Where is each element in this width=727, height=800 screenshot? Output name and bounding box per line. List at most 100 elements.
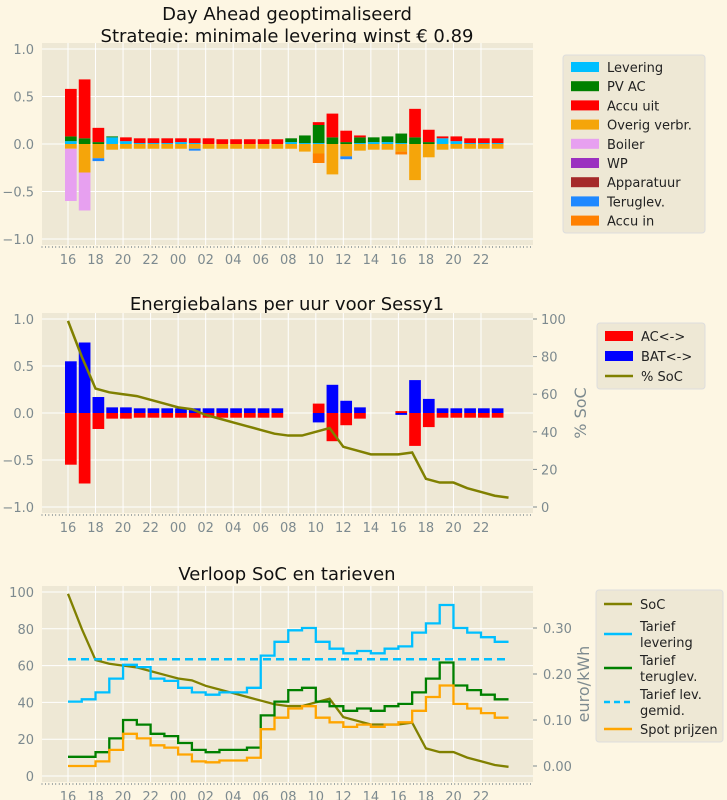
chart1-legend-swatch — [571, 215, 599, 226]
chart1-x-tick-label: 22 — [473, 253, 490, 268]
chart1-bar-overig-verbr- — [161, 144, 174, 149]
chart1-bar-levering — [354, 143, 366, 144]
chart3-x-tick-label: 16 — [390, 790, 407, 800]
chart3-x-tick-label: 04 — [225, 790, 242, 800]
chart1-legend-swatch — [571, 100, 599, 111]
chart1-legend-swatch — [571, 158, 599, 168]
chart3-legend-label: SoC — [640, 598, 665, 613]
chart1-bar-overig-verbr- — [92, 144, 105, 159]
chart1-bar-overig-verbr- — [299, 144, 311, 152]
chart2-y-tick-label: 0.0 — [13, 407, 34, 422]
chart2-x-tick-label: 16 — [60, 521, 77, 536]
chart1-bar-levering — [299, 143, 311, 144]
chart1-bar-pv-ac — [367, 137, 380, 143]
chart1-bar-overig-verbr- — [230, 144, 242, 149]
chart3-y-tick-label: 20 — [17, 733, 34, 748]
chart1-bar-levering — [436, 138, 449, 144]
chart1-bar-levering — [312, 143, 325, 144]
chart2-bar-bat — [409, 380, 421, 413]
chart1-bar-overig-verbr- — [216, 144, 229, 149]
chart3-x-tick-label: 00 — [170, 790, 187, 800]
chart1-bar-levering — [65, 141, 77, 144]
chart1-bar-accu-uit — [202, 138, 215, 144]
chart1-bar-teruglev- — [188, 148, 201, 151]
chart1-x-tick-label: 16 — [390, 253, 407, 268]
chart1-bar-pv-ac — [285, 138, 297, 143]
chart1-bar-levering — [450, 141, 463, 144]
chart3-legend-label: Tarief lev. — [639, 688, 702, 703]
chart2-bar-bat — [436, 408, 449, 413]
chart2-bar-ac — [92, 413, 105, 429]
chart2-y-tick-label: 0.5 — [13, 360, 34, 375]
chart1-legend-swatch — [571, 138, 599, 149]
chart3-x-tick-label: 12 — [335, 790, 352, 800]
chart1-bar-accu-uit — [243, 139, 256, 144]
chart1-bar-boiler — [78, 172, 91, 211]
chart1-bar-pv-ac — [312, 125, 325, 144]
chart1-x-tick-label: 18 — [87, 253, 104, 268]
chart1-bar-levering — [464, 143, 476, 144]
chart2-bar-bat — [216, 408, 229, 413]
chart1-x-tick-label: 00 — [170, 253, 187, 268]
chart1-bar-overig-verbr- — [147, 144, 160, 149]
chart3-x-tick-label: 22 — [473, 790, 490, 800]
chart2-bar-bat — [478, 408, 490, 413]
chart1-bar-levering — [106, 137, 119, 144]
chart1-bar-levering — [381, 142, 394, 144]
chart1-x-tick-label: 12 — [335, 253, 352, 268]
chart1-bar-accu-uit — [450, 136, 463, 142]
chart1-bar-levering — [188, 143, 201, 144]
chart1-y-tick-label: −1.0 — [2, 233, 34, 248]
chart2-y2-tick-label: 100 — [541, 313, 566, 328]
chart3-x-tick-label: 08 — [280, 790, 297, 800]
chart2-legend-label: AC<-> — [641, 330, 685, 345]
chart1-bar-teruglev- — [92, 158, 105, 162]
chart1-bar-accu-uit — [161, 138, 174, 144]
chart2-bar-bat — [92, 397, 105, 413]
chart1-bar-overig-verbr- — [422, 144, 435, 158]
chart2-bar-ac — [161, 413, 174, 418]
chart2-bar-bat — [133, 408, 146, 413]
chart3-y-tick-label: 40 — [17, 696, 34, 711]
chart2-x-tick-label: 16 — [390, 521, 407, 536]
chart2-bar-ac — [78, 413, 91, 484]
chart1-bar-overig-verbr- — [120, 144, 132, 149]
chart2-bar-ac — [257, 413, 270, 418]
chart3-y-tick-label: 80 — [17, 623, 34, 638]
chart1-y-tick-label: 1.0 — [13, 43, 34, 58]
chart1-bar-overig-verbr- — [243, 144, 256, 149]
chart3-plot-area — [42, 586, 533, 782]
chart1-bar-overig-verbr- — [65, 144, 77, 149]
chart1-bar-overig-verbr- — [450, 144, 463, 149]
chart1-bar-accu-uit — [312, 122, 325, 125]
chart2-bar-ac — [175, 413, 187, 418]
chart1-legend — [562, 54, 706, 234]
chart2: 16 18 20 22 00 02 04 06 08 10 12 14 16 18 20 22 1.0 0.5 0.… — [2, 313, 706, 536]
chart2-y2-tick-label: 60 — [541, 388, 558, 403]
chart2-bar-bat — [271, 408, 284, 413]
chart2-soc-line — [66, 320, 509, 499]
chart2-bar-bat — [65, 361, 77, 413]
chart2-bar-ac — [354, 413, 366, 419]
chart1-title-line2: Strategie: minimale levering winst € 0.8… — [101, 26, 474, 47]
chart2-bar-ac — [216, 413, 229, 418]
chart2-bar-ac — [340, 413, 353, 426]
chart3-x-tick-label: 02 — [197, 790, 214, 800]
chart2-title: Energiebalans per uur voor Sessy1 — [130, 294, 444, 315]
chart1-bar-accu-uit — [409, 108, 421, 138]
chart2-x-tick-label: 02 — [197, 521, 214, 536]
chart2-bar-bat — [395, 413, 408, 415]
chart3-x-tick-label: 18 — [87, 790, 104, 800]
chart3-legend-label: levering — [640, 636, 693, 651]
chart2-bar-ac — [106, 413, 119, 419]
chart1-bar-levering — [147, 143, 160, 144]
chart2-x-tick-label: 20 — [445, 521, 462, 536]
chart1-bar-pv-ac — [354, 137, 366, 144]
chart2-bar-ac — [326, 413, 339, 442]
chart1-bar-pv-ac — [299, 135, 311, 144]
chart1-bar-overig-verbr- — [395, 144, 408, 152]
chart1-bar-overig-verbr- — [188, 144, 201, 149]
chart1-x-tick-label: 18 — [418, 253, 435, 268]
chart2-bar-ac — [133, 413, 146, 418]
chart3-y2-label: euro/kWh — [574, 646, 593, 723]
